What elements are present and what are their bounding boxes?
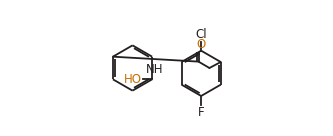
Text: NH: NH xyxy=(146,63,164,76)
Text: F: F xyxy=(198,106,204,119)
Text: HO: HO xyxy=(124,73,142,86)
Text: Cl: Cl xyxy=(195,28,207,41)
Text: O: O xyxy=(196,38,205,51)
